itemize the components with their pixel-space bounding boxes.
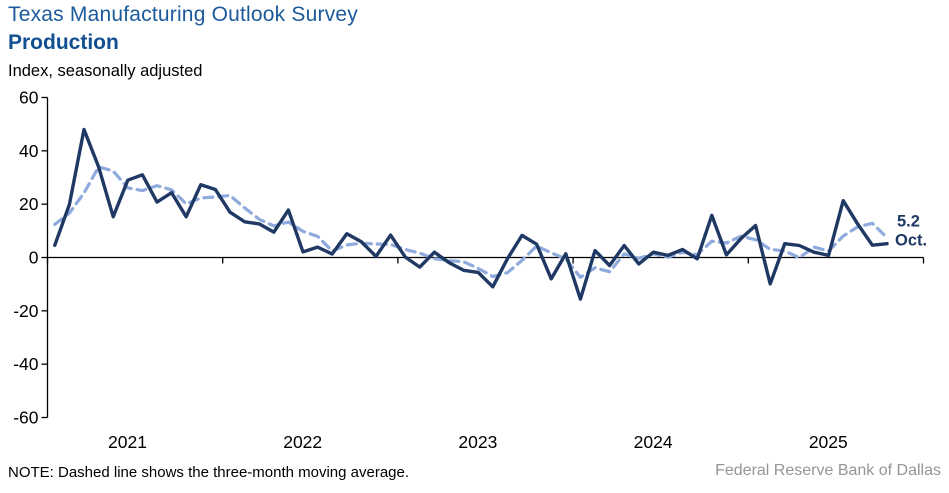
chart-note: NOTE: Dashed line shows the three-month … — [8, 464, 410, 481]
y-tick-label: 0 — [29, 248, 39, 268]
x-year-label: 2025 — [809, 432, 848, 452]
y-tick-label: -40 — [13, 354, 39, 374]
y-axis-units-label: Index, seasonally adjusted — [8, 62, 203, 80]
y-tick-label: 60 — [19, 88, 39, 108]
x-year-label: 2023 — [458, 432, 497, 452]
y-tick-label: -20 — [13, 301, 39, 321]
production-series-line — [53, 127, 889, 301]
source-label: Federal Reserve Bank of Dallas — [715, 462, 941, 479]
annotation-last-value: 5.2 — [897, 213, 920, 231]
y-tick-label: 40 — [19, 141, 39, 161]
x-year-label: 2024 — [634, 432, 673, 452]
annotation-last-month: Oct. — [895, 232, 927, 250]
y-tick-label: -60 — [13, 408, 39, 428]
x-year-label: 2021 — [108, 432, 147, 452]
chart-title: Texas Manufacturing Outlook Survey — [8, 3, 358, 26]
chart-subtitle: Production — [8, 31, 119, 54]
x-year-label: 2022 — [283, 432, 322, 452]
moving-average-line — [53, 165, 889, 279]
y-tick-label: 20 — [19, 194, 39, 214]
